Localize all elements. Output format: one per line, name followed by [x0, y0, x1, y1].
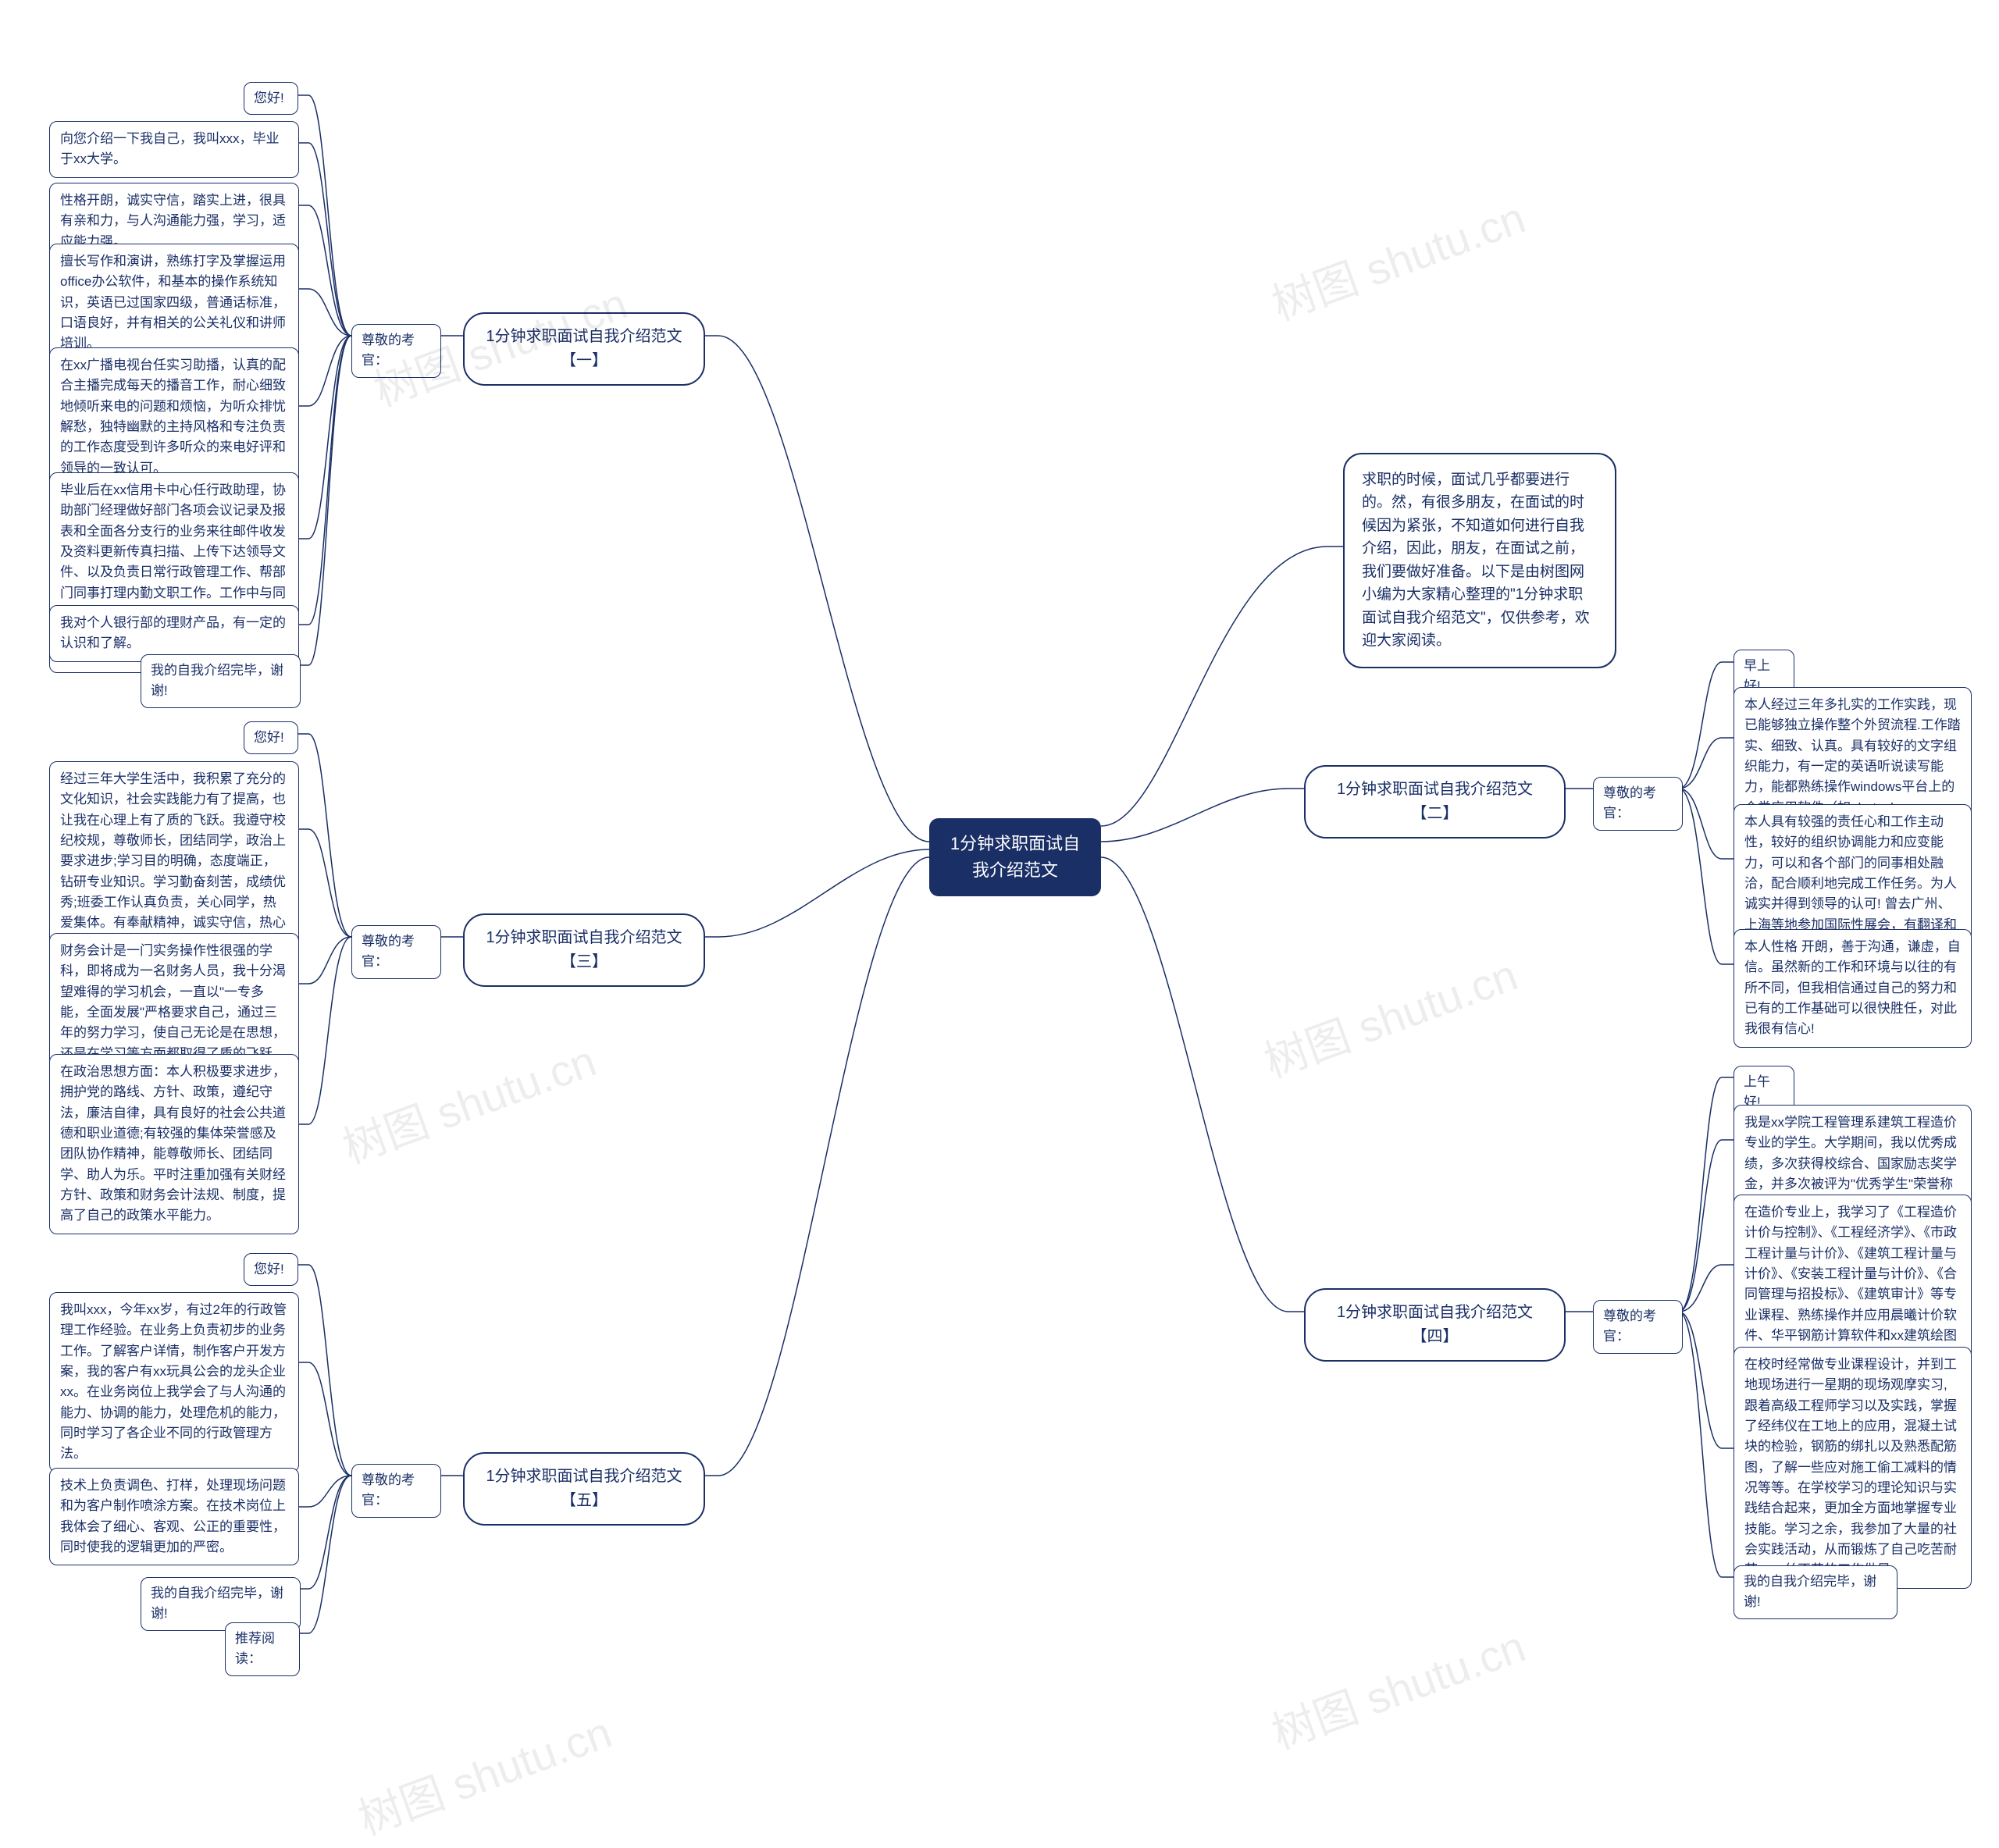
branch-5-title: 1分钟求职面试自我介绍范文【五】 — [486, 1468, 682, 1509]
branch-3-leaf-3: 在政治思想方面：本人积极要求进步，拥护党的路线、方针、政策，遵纪守法，廉洁自律，… — [49, 1054, 299, 1234]
branch-1-leaf-6: 我对个人银行部的理财产品，有一定的认识和了解。 — [49, 605, 299, 662]
branch-1-leaf-0: 您好! — [244, 82, 298, 115]
branch-1-leaf-7: 我的自我介绍完毕，谢谢! — [141, 654, 301, 708]
intro-text: 求职的时候，面试几乎都要进行的。然，有很多朋友，在面试的时候因为紧张，不知道如何… — [1362, 472, 1590, 649]
watermark: 树图 shutu.cn — [333, 1026, 604, 1176]
connector-lines — [0, 0, 1999, 1815]
branch-4-leaf-3: 在校时经常做专业课程设计，并到工地现场进行一星期的现场观摩实习, 跟着高级工程师… — [1734, 1347, 1972, 1589]
branch-3-title: 1分钟求职面试自我介绍范文【三】 — [486, 929, 682, 970]
branch-4: 1分钟求职面试自我介绍范文【四】 — [1304, 1288, 1566, 1362]
branch-5-sub-text: 尊敬的考官： — [362, 1472, 415, 1508]
branch-5-leaf-4: 推荐阅读： — [225, 1622, 300, 1676]
branch-3-sub-text: 尊敬的考官： — [362, 934, 415, 969]
branch-2-sub-text: 尊敬的考官： — [1603, 785, 1656, 821]
branch-1: 1分钟求职面试自我介绍范文【一】 — [463, 312, 705, 386]
branch-4-sub-text: 尊敬的考官： — [1603, 1309, 1656, 1344]
branch-4-title: 1分钟求职面试自我介绍范文【四】 — [1337, 1304, 1533, 1345]
branch-1-sub: 尊敬的考官： — [351, 324, 441, 378]
branch-5-leaf-1: 我叫xxx，今年xx岁，有过2年的行政管理工作经验。在业务上负责初步的业务工作。… — [49, 1292, 299, 1472]
branch-2-leaf-3: 本人性格 开朗，善于沟通，谦虚，自信。虽然新的工作和环境与以往的有所不同，但我相… — [1734, 929, 1972, 1048]
watermark: 树图 shutu.cn — [1254, 940, 1525, 1090]
branch-5-sub: 尊敬的考官： — [351, 1464, 441, 1518]
watermark: 树图 shutu.cn — [1262, 1611, 1533, 1761]
branch-5: 1分钟求职面试自我介绍范文【五】 — [463, 1452, 705, 1526]
watermark: 树图 shutu.cn — [1262, 183, 1533, 333]
branch-5-leaf-0: 您好! — [244, 1253, 298, 1286]
branch-4-leaf-4: 我的自我介绍完毕，谢谢! — [1734, 1565, 1897, 1619]
branch-3-leaf-1: 经过三年大学生活中，我积累了充分的文化知识，社会实践能力有了提高，也让我在心理上… — [49, 761, 299, 962]
branch-1-leaf-1: 向您介绍一下我自己，我叫xxx，毕业于xx大学。 — [49, 121, 299, 178]
center-title: 1分钟求职面试自我介绍范文 — [950, 834, 1080, 880]
branch-3-sub: 尊敬的考官： — [351, 925, 441, 979]
branch-1-leaf-4: 在xx广播电视台任实习助播，认真的配合主播完成每天的播音工作，耐心细致地倾听来电… — [49, 347, 299, 486]
branch-4-sub: 尊敬的考官： — [1593, 1300, 1683, 1354]
branch-3-leaf-0: 您好! — [244, 721, 298, 754]
branch-2: 1分钟求职面试自我介绍范文【二】 — [1304, 765, 1566, 839]
branch-2-sub: 尊敬的考官： — [1593, 777, 1683, 831]
branch-1-title: 1分钟求职面试自我介绍范文【一】 — [486, 328, 682, 369]
branch-3-leaf-2: 财务会计是一门实务操作性很强的学科，即将成为一名财务人员，我十分渴望难得的学习机… — [49, 933, 299, 1072]
center-node: 1分钟求职面试自我介绍范文 — [929, 818, 1101, 896]
branch-5-leaf-2: 技术上负责调色、打样，处理现场问题和为客户制作喷涂方案。在技术岗位上我体会了细心… — [49, 1468, 299, 1565]
branch-1-leaf-3: 擅长写作和演讲，熟练打字及掌握运用office办公软件，和基本的操作系统知识，英… — [49, 244, 299, 362]
branch-3: 1分钟求职面试自我介绍范文【三】 — [463, 913, 705, 987]
branch-1-sub-text: 尊敬的考官： — [362, 333, 415, 368]
watermark: 树图 shutu.cn — [348, 1697, 619, 1847]
intro-node: 求职的时候，面试几乎都要进行的。然，有很多朋友，在面试的时候因为紧张，不知道如何… — [1343, 453, 1616, 668]
branch-2-title: 1分钟求职面试自我介绍范文【二】 — [1337, 781, 1533, 822]
